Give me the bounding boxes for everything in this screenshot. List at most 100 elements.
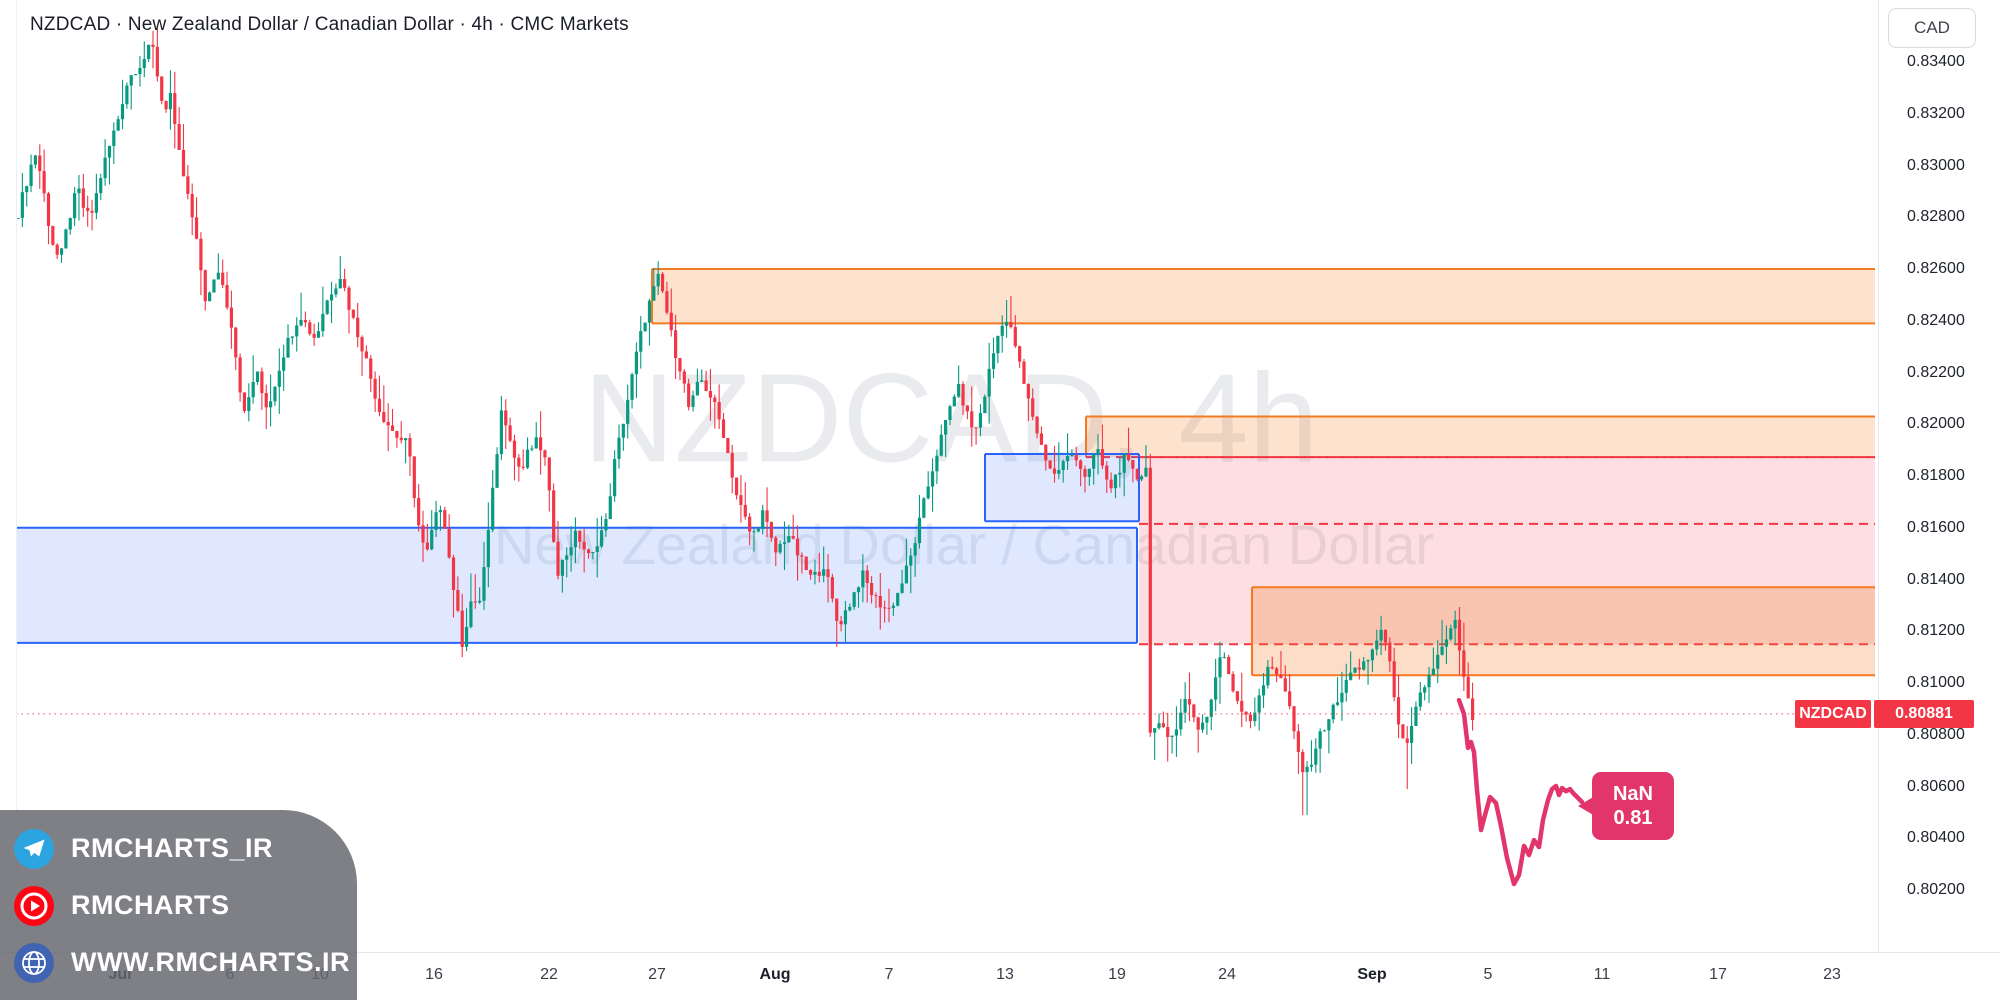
- candle-body: [996, 335, 1000, 354]
- candle-body: [173, 93, 177, 125]
- candle-body: [1453, 619, 1457, 629]
- candle-body: [264, 393, 268, 408]
- price-tick-label: 0.83400: [1907, 53, 1965, 70]
- candle-body: [1205, 716, 1209, 723]
- supply-zone-mid[interactable]: [1086, 416, 1875, 458]
- candle-body: [1366, 660, 1370, 662]
- candle-body: [1418, 692, 1422, 707]
- candle-body: [761, 510, 765, 529]
- candle-body: [543, 450, 547, 458]
- candle-body: [478, 600, 482, 603]
- candle-body: [1261, 685, 1266, 696]
- candle-body: [1231, 674, 1235, 692]
- candle-body: [1031, 398, 1035, 417]
- candle-body: [403, 438, 408, 441]
- candle-body: [1218, 657, 1222, 678]
- pane-left-border: [16, 0, 17, 952]
- candle-body: [255, 371, 260, 383]
- candle-body: [687, 383, 691, 407]
- candle-body: [1118, 472, 1122, 475]
- candle-body: [1296, 731, 1300, 752]
- price-axis[interactable]: 0.83400 0.83200 0.83000 0.82800 0.82600 0.824…: [1878, 0, 2000, 952]
- price-tick-label: 0.82200: [1907, 363, 1965, 381]
- candles-layer[interactable]: [16, 25, 1475, 815]
- candle-body: [329, 294, 334, 301]
- candle-body: [316, 331, 321, 338]
- candle-body: [77, 188, 81, 194]
- candle-body: [865, 570, 869, 583]
- candle-body: [412, 456, 416, 499]
- candle-body: [1074, 455, 1078, 461]
- candle-body: [547, 457, 551, 491]
- candle-body: [238, 357, 242, 393]
- candle-body: [813, 571, 817, 575]
- supply-zone-upper[interactable]: [652, 269, 1875, 324]
- candle-body: [155, 46, 159, 77]
- price-tick-label: 0.80400: [1907, 829, 1965, 847]
- candle-body: [1436, 654, 1440, 669]
- candle-body: [138, 67, 142, 75]
- candle-body: [721, 419, 726, 439]
- zones-layer[interactable]: [16, 268, 1875, 677]
- candle-body: [1092, 453, 1096, 469]
- globe-icon: [14, 942, 54, 983]
- candle-body: [469, 601, 473, 627]
- price-tick-label: 0.81400: [1907, 570, 1965, 588]
- date-tick-label: 22: [540, 966, 558, 983]
- candle-body: [717, 402, 721, 420]
- candle-body: [321, 313, 325, 332]
- candle-body: [856, 587, 861, 593]
- price-tick-label: 0.81000: [1907, 674, 1965, 691]
- candle-body: [939, 434, 943, 456]
- candle-body: [1013, 327, 1017, 347]
- candle-body: [647, 300, 652, 323]
- candle-body: [334, 288, 338, 295]
- candle-body: [151, 44, 155, 47]
- candle-body: [1349, 672, 1353, 680]
- candle-body: [29, 164, 33, 187]
- supply-zone-lower[interactable]: [1252, 587, 1875, 676]
- candle-body: [1187, 699, 1192, 705]
- candle-body: [508, 425, 512, 441]
- candle-body: [1026, 383, 1030, 399]
- candle-body: [809, 569, 813, 575]
- candle-body: [1440, 646, 1444, 655]
- candle-body: [987, 368, 991, 397]
- candle-body: [1274, 668, 1279, 675]
- candle-body: [1109, 479, 1113, 489]
- candle-body: [99, 178, 103, 194]
- candle-body: [356, 317, 360, 338]
- candle-body: [33, 155, 38, 165]
- branding-label: WWW.RMCHARTS.IR: [71, 947, 350, 977]
- date-tick-label: 13: [996, 966, 1014, 983]
- candle-body: [1292, 706, 1296, 732]
- candle-body: [1192, 704, 1196, 718]
- candle-body: [443, 510, 447, 529]
- candle-body: [891, 605, 895, 608]
- candle-body: [1388, 642, 1392, 662]
- currency-unit-button[interactable]: CAD: [1888, 8, 1976, 48]
- candle-body: [1018, 346, 1022, 362]
- candle-body: [708, 391, 713, 398]
- candle-body: [351, 309, 355, 318]
- branding-label: RMCHARTS: [71, 890, 230, 920]
- candle-body: [216, 272, 220, 280]
- projection-drawing-label[interactable]: NaN 0.81: [1578, 772, 1674, 840]
- candle-body: [208, 292, 212, 302]
- candle-body: [1222, 656, 1226, 658]
- candle-body: [160, 76, 164, 101]
- candle-body: [1144, 467, 1148, 477]
- projection-drawing-line[interactable]: [1456, 697, 1585, 887]
- candle-body: [1131, 460, 1135, 469]
- candle-body: [1288, 691, 1292, 707]
- branding-telegram-row: RMCHARTS_IR: [14, 820, 357, 877]
- breakdown-zone-red[interactable]: [1139, 457, 1875, 645]
- candle-body: [1200, 722, 1205, 730]
- candle-body: [1283, 678, 1287, 692]
- candle-body: [438, 510, 443, 513]
- candle-body: [948, 406, 952, 420]
- candle-body: [874, 595, 878, 597]
- candle-body: [1148, 467, 1152, 733]
- candle-body: [268, 401, 273, 408]
